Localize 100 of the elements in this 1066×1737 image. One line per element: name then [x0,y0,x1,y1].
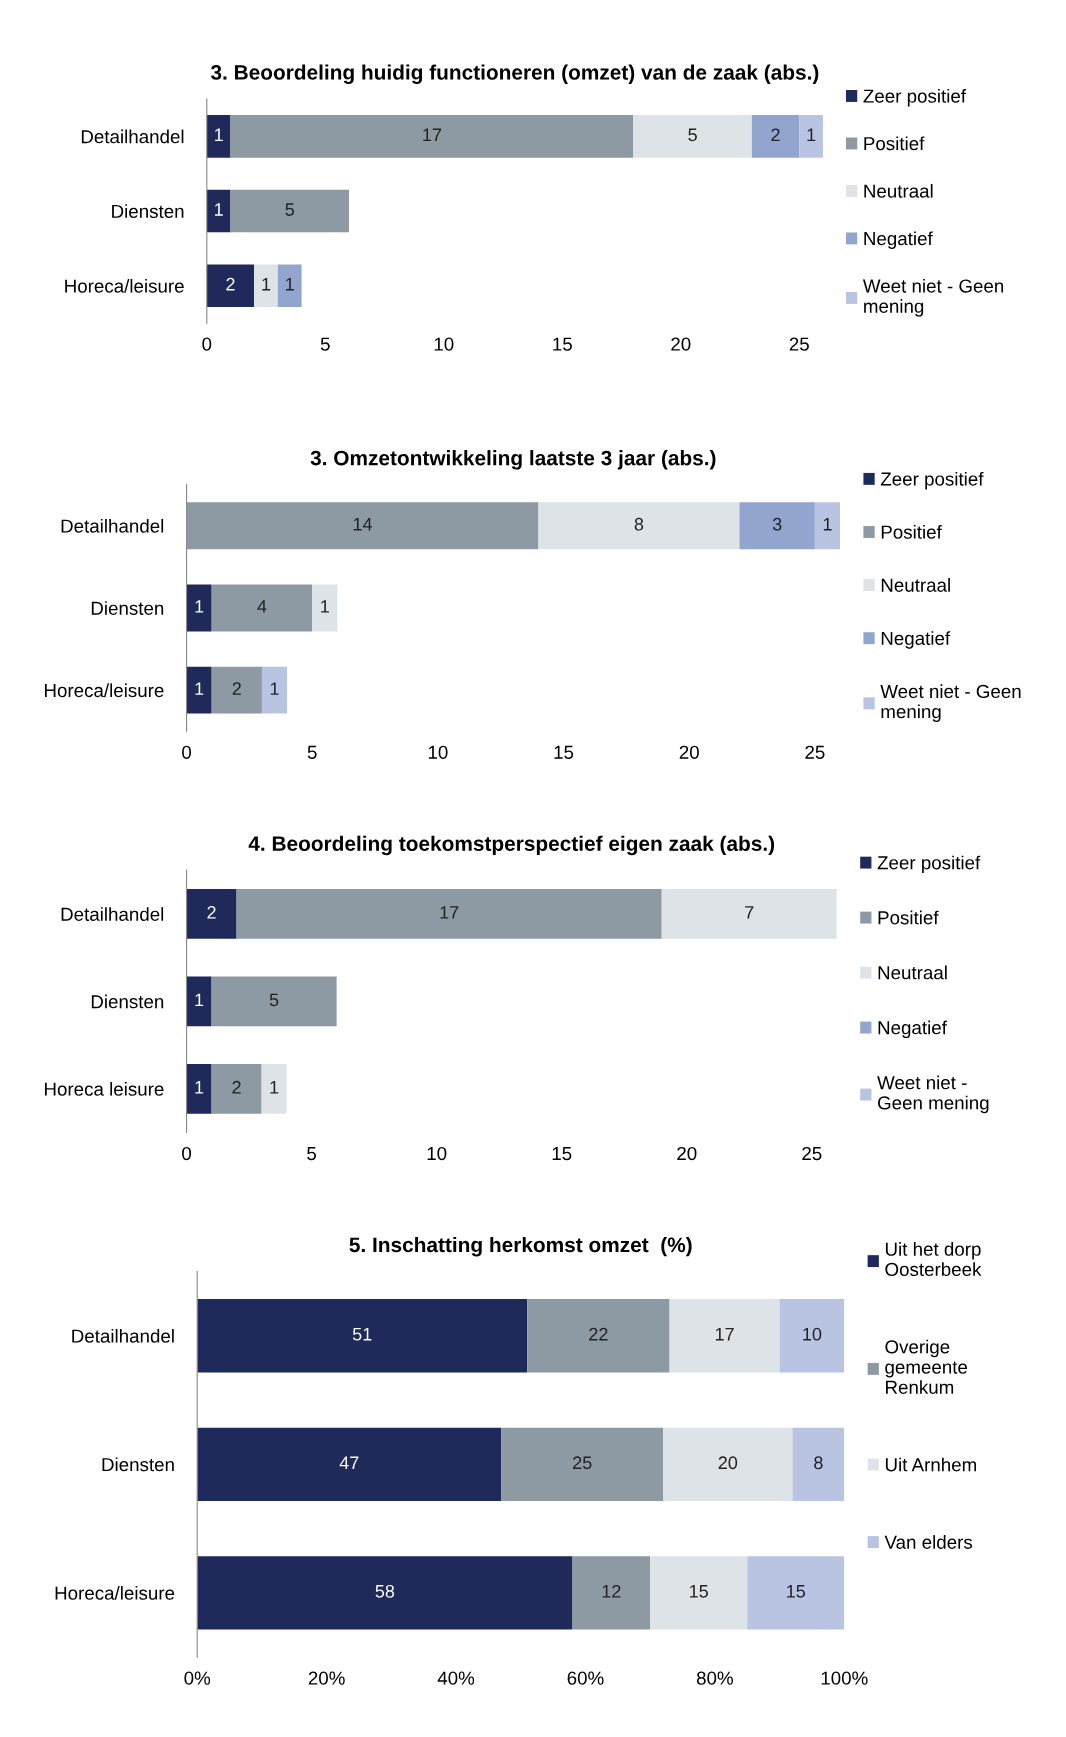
data-label: 1 [262,277,271,291]
data-label: 22 [589,1327,608,1341]
data-label: 1 [823,517,832,531]
bar [663,1427,793,1501]
data-label: 1 [195,993,204,1007]
x-tick-label: 15 [554,745,574,759]
data-label: 17 [440,906,459,919]
legend-label: Zeer positief [863,89,967,107]
bar [211,666,262,714]
legend-label: Weet niet - Geen mening [877,1075,989,1114]
bar [211,1063,262,1114]
bar [186,976,212,1027]
legend-label: Uit het dorp Oosterbeek [885,1242,982,1277]
x-tick-label: 10 [427,1146,447,1161]
data-label: 14 [353,517,372,531]
data-label: 51 [352,1328,372,1341]
legend-label: Negatief [864,231,933,249]
data-label: 1 [215,203,223,216]
x-tick-label: 0 [182,1146,192,1161]
data-label: 1 [270,1081,279,1094]
data-label: 1 [195,682,204,695]
bar [206,115,231,158]
y-tick-label: Horeca/leisure [44,683,164,698]
x-tick-label: 25 [805,745,825,759]
data-label: 20 [718,1456,738,1470]
y-tick-label: Diensten [102,1457,174,1472]
bar [186,584,212,632]
data-label: 10 [803,1327,822,1341]
bar [751,115,800,158]
bar [572,1556,651,1630]
x-tick-label: 20 [677,1146,697,1161]
legend-label: Positief [881,525,942,539]
legend-label: Negatief [881,631,951,649]
x-tick-label: 100% [821,1671,868,1685]
bar [799,115,823,158]
y-tick-label: Detailhandel [61,907,164,921]
data-label: 1 [286,277,294,291]
chart-title: 4. Beoordeling toekomstperspectief eigen zaak (abs.) [248,835,775,856]
legend-label: Neutraal [864,183,933,198]
x-tick-label: 10 [434,337,454,351]
y-tick-label: Detailhandel [72,1328,174,1343]
bar [186,502,539,550]
x-tick-label: 80% [696,1671,733,1685]
x-tick-label: 15 [553,337,572,351]
x-tick-label: 10 [428,745,448,759]
bar [230,115,634,158]
x-tick-label: 5 [320,337,330,351]
y-tick-label: Diensten [112,204,184,219]
legend-label: Weet niet - Geen mening [862,278,1004,317]
x-tick-label: 25 [802,1146,822,1161]
data-label: 7 [745,906,754,919]
bar [236,889,662,939]
bar [739,502,815,550]
data-label: 25 [573,1456,592,1470]
x-tick-label: 20% [308,1671,345,1685]
y-tick-label: Detailhandel [61,518,164,533]
x-tick-label: 25 [789,337,809,351]
y-tick-label: Detailhandel [81,129,184,144]
data-label: 8 [814,1456,823,1470]
x-tick-label: 20 [679,745,699,759]
bar [261,1063,287,1114]
x-tick-label: 40% [437,1671,475,1685]
bar [277,264,302,308]
bar [650,1556,748,1630]
data-label: 2 [232,682,241,695]
bar [527,1299,670,1373]
y-tick-label: Horeca/leisure [65,278,184,293]
data-label: 8 [634,517,644,531]
data-label: 5 [688,128,697,142]
bar [538,502,740,550]
data-label: 17 [715,1328,734,1341]
data-label: 5 [269,993,279,1007]
bar [197,1556,573,1630]
x-tick-label: 0 [182,745,192,759]
legend-label: Zeer positief [880,471,984,490]
data-label: 12 [602,1584,621,1598]
chart-title: 3. Beoordeling huidig functioneren (omzet) van de zaak (abs.) [210,64,819,84]
data-label: 3 [772,517,782,531]
data-label: 15 [787,1585,806,1598]
bar [633,115,752,158]
bar [197,1427,502,1501]
bar [186,889,237,939]
bar [211,976,337,1027]
y-tick-label: Horeca/leisure [55,1586,175,1600]
bar [211,584,313,632]
data-label: 1 [195,600,204,613]
data-label: 2 [226,277,235,291]
legend-label: Positief [864,136,925,151]
y-tick-label: Diensten [91,994,164,1009]
bar [197,1299,528,1373]
bar [230,189,349,233]
y-tick-label: Horeca leisure [44,1082,164,1096]
bar [779,1299,845,1373]
data-label: 1 [807,128,816,142]
legend-label: Neutraal [881,578,950,592]
bar [814,502,841,550]
bar [186,666,212,714]
y-tick-label: Diensten [91,601,164,615]
legend-label: Van elders [884,1535,973,1549]
data-label: 4 [257,600,267,613]
